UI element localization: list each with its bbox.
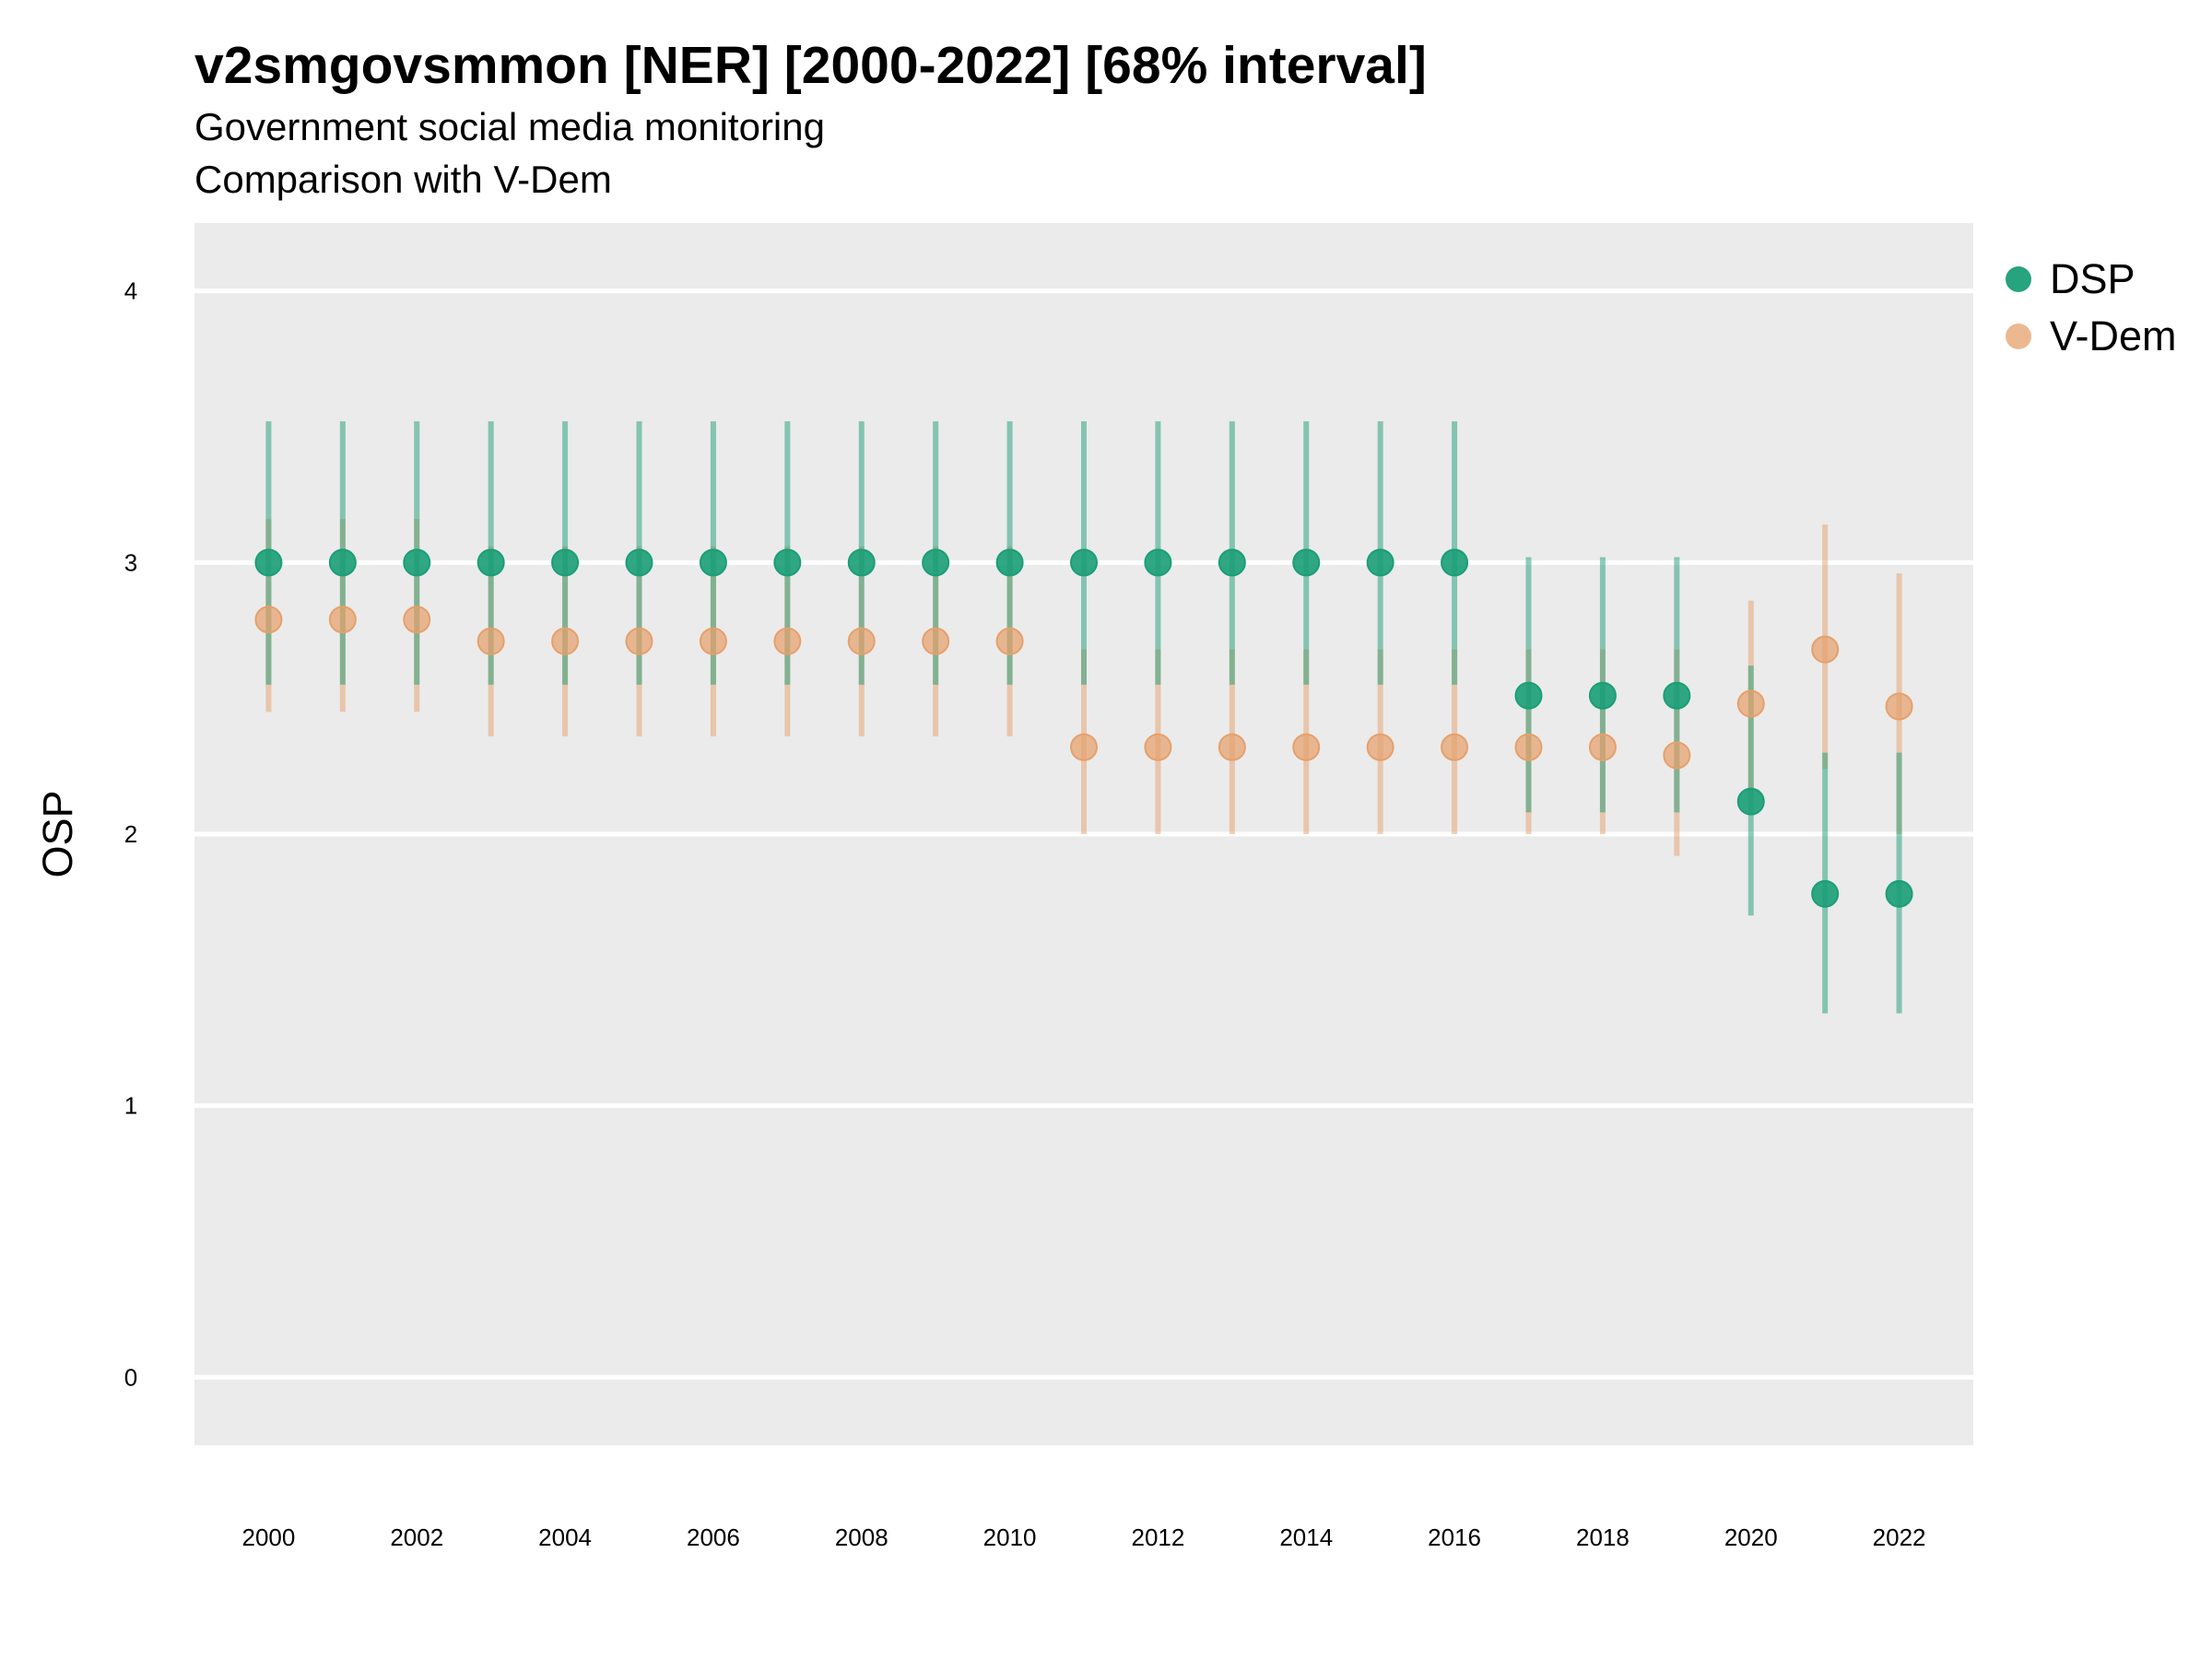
data-point-vdem — [922, 627, 950, 655]
y-tick-label: 2 — [124, 820, 137, 848]
data-point-dsp — [1663, 681, 1691, 710]
data-point-dsp — [1441, 548, 1469, 577]
data-point-dsp — [254, 548, 283, 577]
x-tick-label: 2010 — [983, 1524, 1037, 1551]
y-tick-label: 3 — [124, 548, 137, 576]
data-point-dsp — [1736, 787, 1765, 816]
data-point-dsp — [1070, 548, 1098, 577]
data-point-vdem — [1070, 733, 1098, 761]
y-tick-label: 4 — [124, 277, 137, 305]
data-point-vdem — [847, 627, 876, 655]
data-point-dsp — [551, 548, 580, 577]
data-point-dsp — [1366, 548, 1394, 577]
legend-dot-dsp — [2006, 266, 2031, 292]
y-tick-label: 1 — [124, 1092, 137, 1120]
data-point-vdem — [1514, 733, 1543, 761]
data-point-vdem — [773, 627, 802, 655]
legend-label-vdem: V-Dem — [2050, 312, 2177, 359]
data-point-vdem — [1441, 733, 1469, 761]
data-point-dsp — [1588, 681, 1617, 710]
data-point-dsp — [403, 548, 431, 577]
x-tick-label: 2004 — [538, 1524, 592, 1551]
data-point-dsp — [1292, 548, 1321, 577]
y-axis-label: OSP — [34, 790, 81, 877]
data-point-dsp — [1144, 548, 1172, 577]
data-point-vdem — [1736, 689, 1765, 718]
data-point-dsp — [625, 548, 653, 577]
x-tick-label: 2002 — [390, 1524, 443, 1551]
data-point-vdem — [403, 606, 431, 634]
data-point-dsp — [995, 548, 1024, 577]
x-tick-label: 2018 — [1576, 1524, 1630, 1551]
x-tick-label: 2014 — [1279, 1524, 1333, 1551]
y-tick-label: 0 — [124, 1363, 137, 1391]
data-point-dsp — [922, 548, 950, 577]
legend-item-dsp: DSP — [2006, 251, 2177, 308]
x-tick-label: 2012 — [1131, 1524, 1184, 1551]
data-point-vdem — [551, 627, 580, 655]
data-point-vdem — [1588, 733, 1617, 761]
data-point-dsp — [773, 548, 802, 577]
data-point-vdem — [328, 606, 357, 634]
x-tick-label: 2006 — [687, 1524, 740, 1551]
chart-title: v2smgovsmmon [NER] [2000-2022] [68% inte… — [194, 36, 1427, 95]
data-point-dsp — [1885, 879, 1913, 908]
data-point-vdem — [1218, 733, 1246, 761]
x-tick-label: 2022 — [1873, 1524, 1926, 1551]
data-point-vdem — [1144, 733, 1172, 761]
data-point-vdem — [1663, 741, 1691, 770]
x-tick-label: 2000 — [241, 1524, 295, 1551]
data-point-vdem — [1811, 635, 1840, 664]
chart-subtitle-comparison: Comparison with V-Dem — [194, 158, 612, 201]
data-point-vdem — [1292, 733, 1321, 761]
x-tick-label: 2016 — [1428, 1524, 1481, 1551]
data-point-dsp — [1218, 548, 1246, 577]
data-point-dsp — [699, 548, 727, 577]
legend: DSP V-Dem — [2006, 251, 2177, 365]
x-tick-label: 2020 — [1724, 1524, 1778, 1551]
data-point-vdem — [625, 627, 653, 655]
data-point-vdem — [1366, 733, 1394, 761]
data-point-dsp — [477, 548, 505, 577]
data-point-dsp — [1514, 681, 1543, 710]
legend-label-dsp: DSP — [2050, 255, 2136, 302]
legend-item-vdem: V-Dem — [2006, 308, 2177, 365]
x-tick-label: 2008 — [835, 1524, 888, 1551]
data-point-vdem — [995, 627, 1024, 655]
data-point-vdem — [477, 627, 505, 655]
data-point-vdem — [254, 606, 283, 634]
data-point-dsp — [1811, 879, 1840, 908]
chart-subtitle: Government social media monitoring — [194, 105, 825, 148]
data-point-dsp — [328, 548, 357, 577]
legend-dot-vdem — [2006, 324, 2031, 349]
data-point-vdem — [1885, 692, 1913, 721]
data-point-vdem — [699, 627, 727, 655]
data-point-dsp — [847, 548, 876, 577]
